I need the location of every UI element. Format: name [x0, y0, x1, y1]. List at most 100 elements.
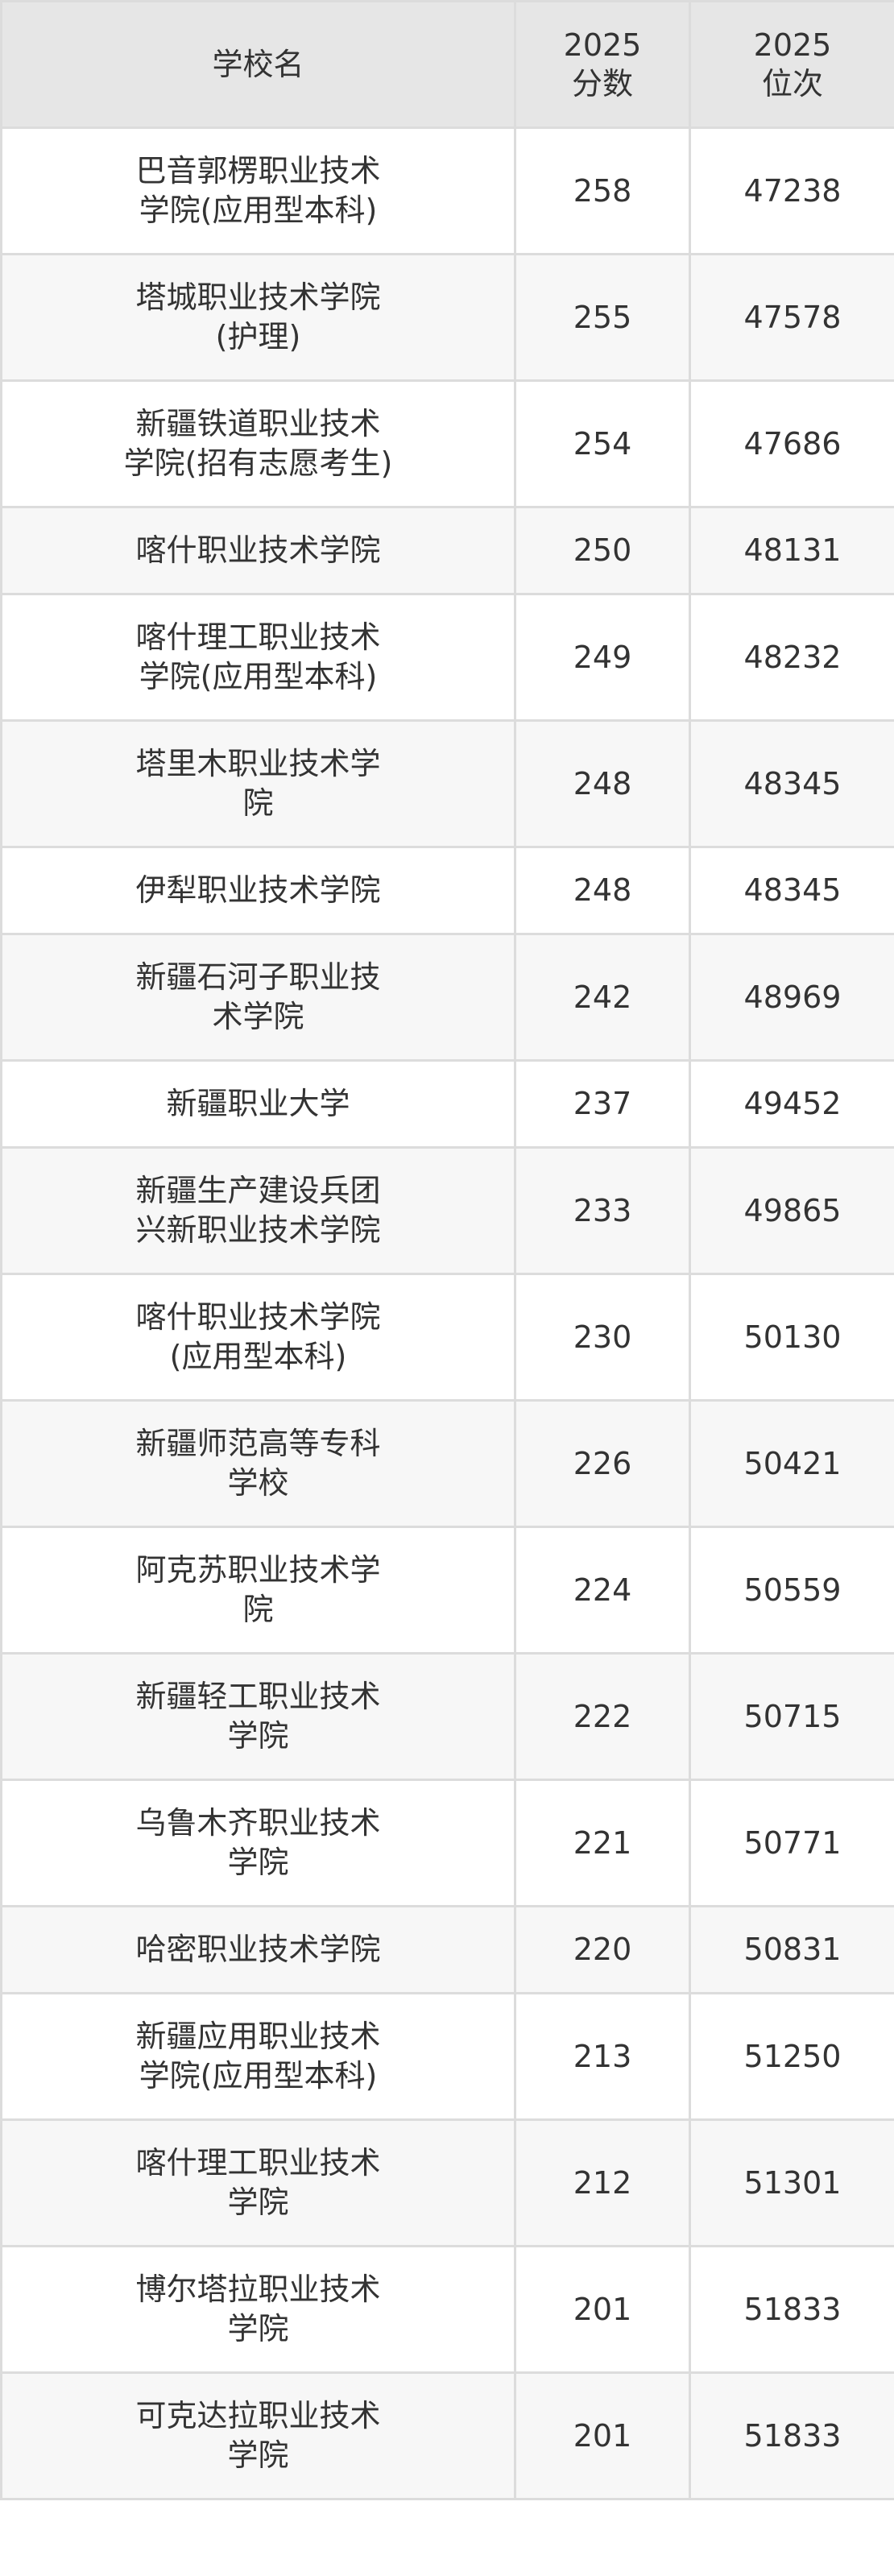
cell-score: 250	[514, 506, 691, 595]
table-row: 喀什职业技术学院 250 48131	[0, 506, 894, 595]
school-name: 伊犁职业技术学院	[135, 872, 381, 908]
cell-school: 可克达拉职业技术学院	[0, 2371, 516, 2500]
table-row: 乌鲁木齐职业技术学院 221 50771	[0, 1779, 894, 1907]
cell-score: 201	[514, 2371, 691, 2500]
header-score: 2025 分数	[514, 0, 691, 129]
school-name: 喀什职业技术学院(应用型本科)	[135, 1299, 381, 1374]
table-row: 可克达拉职业技术学院 201 51833	[0, 2371, 894, 2500]
cell-score: 237	[514, 1059, 691, 1149]
cell-score: 254	[514, 379, 691, 508]
cell-rank: 47578	[689, 253, 894, 382]
cell-school: 新疆职业大学	[0, 1059, 516, 1149]
cell-school: 阿克苏职业技术学院	[0, 1526, 516, 1655]
school-name: 新疆职业大学	[166, 1086, 350, 1121]
cell-school: 伊犁职业技术学院	[0, 846, 516, 935]
cell-rank: 47686	[689, 379, 894, 508]
cell-rank: 48345	[689, 846, 894, 935]
cell-score: 255	[514, 253, 691, 382]
school-name: 塔城职业技术学院(护理)	[135, 280, 381, 354]
score-table: 学校名 2025 分数 2025 位次 巴音郭楞职业技术学院(应用型本科) 258…	[0, 0, 894, 2500]
cell-school: 巴音郭楞职业技术学院(应用型本科)	[0, 126, 516, 255]
cell-rank: 51301	[689, 2118, 894, 2247]
table-row: 哈密职业技术学院 220 50831	[0, 1905, 894, 1994]
cell-rank: 50831	[689, 1905, 894, 1994]
cell-school: 塔里木职业技术学院	[0, 719, 516, 848]
cell-score: 248	[514, 719, 691, 848]
cell-rank: 48131	[689, 506, 894, 595]
table-row: 新疆轻工职业技术学院 222 50715	[0, 1652, 894, 1781]
school-name: 巴音郭楞职业技术学院(应用型本科)	[135, 153, 381, 228]
cell-score: 230	[514, 1273, 691, 1402]
table-row: 巴音郭楞职业技术学院(应用型本科) 258 47238	[0, 126, 894, 255]
school-name: 乌鲁木齐职业技术学院	[135, 1805, 381, 1880]
table-row: 新疆师范高等专科学校 226 50421	[0, 1399, 894, 1528]
cell-score: 213	[514, 1992, 691, 2121]
cell-score: 212	[514, 2118, 691, 2247]
cell-score: 233	[514, 1146, 691, 1275]
cell-school: 新疆应用职业技术学院(应用型本科)	[0, 1992, 516, 2121]
table-row: 喀什理工职业技术学院(应用型本科) 249 48232	[0, 593, 894, 722]
table-row: 塔里木职业技术学院 248 48345	[0, 719, 894, 848]
school-name: 塔里木职业技术学院	[135, 746, 381, 821]
cell-school: 喀什理工职业技术学院(应用型本科)	[0, 593, 516, 722]
header-score-year: 2025	[563, 27, 642, 63]
cell-rank: 48232	[689, 593, 894, 722]
cell-rank: 51833	[689, 2371, 894, 2500]
cell-score: 249	[514, 593, 691, 722]
cell-rank: 50130	[689, 1273, 894, 1402]
cell-school: 喀什职业技术学院(应用型本科)	[0, 1273, 516, 1402]
cell-rank: 49865	[689, 1146, 894, 1275]
table-row: 塔城职业技术学院(护理) 255 47578	[0, 253, 894, 382]
cell-score: 258	[514, 126, 691, 255]
school-name: 新疆铁道职业技术学院(招有志愿考生)	[123, 406, 393, 481]
cell-score: 224	[514, 1526, 691, 1655]
school-name: 博尔塔拉职业技术学院	[135, 2272, 381, 2346]
cell-rank: 50771	[689, 1779, 894, 1907]
cell-rank: 50715	[689, 1652, 894, 1781]
school-name: 可克达拉职业技术学院	[135, 2398, 381, 2473]
school-name: 喀什理工职业技术学院(应用型本科)	[135, 619, 381, 694]
cell-school: 喀什理工职业技术学院	[0, 2118, 516, 2247]
school-name: 新疆生产建设兵团兴新职业技术学院	[135, 1173, 381, 1248]
cell-school: 新疆生产建设兵团兴新职业技术学院	[0, 1146, 516, 1275]
cell-school: 新疆师范高等专科学校	[0, 1399, 516, 1528]
table-row: 阿克苏职业技术学院 224 50559	[0, 1526, 894, 1655]
cell-school: 塔城职业技术学院(护理)	[0, 253, 516, 382]
cell-score: 221	[514, 1779, 691, 1907]
cell-school: 新疆石河子职业技术学院	[0, 933, 516, 1062]
school-name: 新疆应用职业技术学院(应用型本科)	[135, 2019, 381, 2094]
cell-school: 新疆铁道职业技术学院(招有志愿考生)	[0, 379, 516, 508]
table-row: 伊犁职业技术学院 248 48345	[0, 846, 894, 935]
cell-rank: 51250	[689, 1992, 894, 2121]
school-name: 喀什职业技术学院	[135, 532, 381, 568]
cell-score: 201	[514, 2245, 691, 2374]
table-row: 新疆生产建设兵团兴新职业技术学院 233 49865	[0, 1146, 894, 1275]
table-row: 新疆应用职业技术学院(应用型本科) 213 51250	[0, 1992, 894, 2121]
table-row: 新疆职业大学 237 49452	[0, 1059, 894, 1149]
school-name: 阿克苏职业技术学院	[135, 1552, 381, 1627]
cell-score: 242	[514, 933, 691, 1062]
school-name: 喀什理工职业技术学院	[135, 2145, 381, 2220]
cell-school: 哈密职业技术学院	[0, 1905, 516, 1994]
cell-rank: 50559	[689, 1526, 894, 1655]
table-row: 喀什职业技术学院(应用型本科) 230 50130	[0, 1273, 894, 1402]
header-score-label: 分数	[571, 66, 633, 101]
cell-rank: 50421	[689, 1399, 894, 1528]
header-rank: 2025 位次	[689, 0, 894, 129]
school-name: 新疆石河子职业技术学院	[135, 959, 381, 1034]
school-name: 新疆轻工职业技术学院	[135, 1679, 381, 1754]
cell-school: 新疆轻工职业技术学院	[0, 1652, 516, 1781]
school-name: 新疆师范高等专科学校	[135, 1426, 381, 1501]
cell-score: 248	[514, 846, 691, 935]
cell-rank: 51833	[689, 2245, 894, 2374]
cell-score: 220	[514, 1905, 691, 1994]
header-rank-year: 2025	[753, 27, 832, 63]
cell-rank: 47238	[689, 126, 894, 255]
cell-rank: 49452	[689, 1059, 894, 1149]
cell-school: 喀什职业技术学院	[0, 506, 516, 595]
header-rank-label: 位次	[761, 66, 823, 101]
cell-score: 222	[514, 1652, 691, 1781]
cell-rank: 48969	[689, 933, 894, 1062]
cell-school: 乌鲁木齐职业技术学院	[0, 1779, 516, 1907]
cell-score: 226	[514, 1399, 691, 1528]
